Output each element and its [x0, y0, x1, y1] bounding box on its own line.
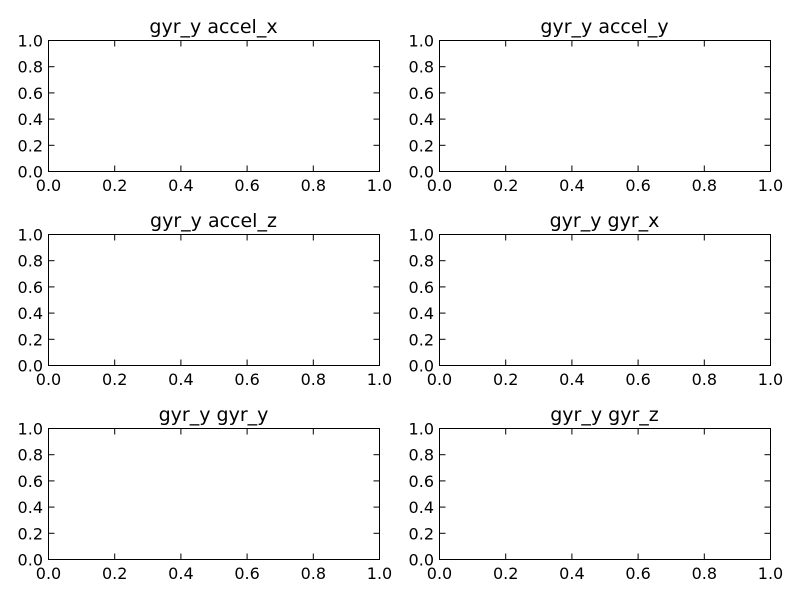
x-tick-label: 0.0: [36, 176, 61, 195]
subplot-title: gyr_y accel_x: [149, 16, 277, 38]
y-tick-label: 0.0: [18, 163, 43, 182]
y-tick-label: 0.6: [409, 472, 434, 491]
y-tick-label: 1.0: [18, 32, 43, 51]
subplot-3: gyr_y accel_z 0.0 0.2 0.4 0.6 0.8 1.0 0.0 0.2 0.4…: [18, 210, 393, 389]
subplot-4: gyr_y gyr_x 0.0 0.2 0.4 0.6 0.8 1.0 0.0 0.2 0.4 0.…: [409, 210, 784, 389]
x-tick-label: 0.0: [427, 564, 452, 583]
x-tick-label: 1.0: [367, 176, 392, 195]
x-tick-label: 0.6: [234, 176, 259, 195]
y-tick-label: 0.4: [18, 304, 43, 323]
y-tick-label: 0.8: [409, 252, 434, 271]
x-tick-label: 0.8: [301, 176, 326, 195]
x-tick-label: 1.0: [758, 176, 783, 195]
x-tick-label: 0.4: [559, 370, 584, 389]
x-tick-label: 0.6: [625, 370, 650, 389]
y-tick-label: 0.4: [18, 110, 43, 129]
axes-frame: [48, 40, 380, 172]
x-tick-label: 0.0: [427, 370, 452, 389]
x-tick-label: 0.4: [559, 564, 584, 583]
y-tick-label: 1.0: [409, 226, 434, 245]
x-tick-label: 0.8: [692, 176, 717, 195]
x-tick-label: 0.6: [234, 564, 259, 583]
axes-frame: [48, 428, 380, 560]
y-tick-label: 0.0: [18, 357, 43, 376]
x-tick-label: 0.2: [493, 564, 518, 583]
x-tick-label: 1.0: [367, 564, 392, 583]
x-tick-label: 0.6: [625, 176, 650, 195]
x-tick-label: 0.0: [36, 370, 61, 389]
y-tick-label: 0.4: [409, 498, 434, 517]
y-tick-label: 1.0: [409, 32, 434, 51]
y-tick-label: 0.2: [18, 524, 43, 543]
y-tick-label: 0.2: [18, 136, 43, 155]
x-tick-label: 0.6: [625, 564, 650, 583]
y-tick-label: 1.0: [18, 226, 43, 245]
y-tick-label: 0.8: [409, 58, 434, 77]
y-tick-label: 0.2: [409, 330, 434, 349]
x-tick-label: 0.2: [493, 370, 518, 389]
x-tick-label: 1.0: [367, 370, 392, 389]
axes-frame: [439, 428, 771, 560]
x-tick-label: 0.2: [102, 564, 127, 583]
y-tick-label: 0.4: [409, 304, 434, 323]
x-tick-label: 0.4: [559, 176, 584, 195]
x-tick-label: 1.0: [758, 564, 783, 583]
y-tick-label: 1.0: [18, 420, 43, 439]
subplot-2: gyr_y accel_y 0.0 0.2 0.4 0.6 0.8 1.0 0.0 0.2 0.4…: [409, 16, 784, 195]
y-tick-label: 1.0: [409, 420, 434, 439]
y-tick-label: 0.0: [18, 551, 43, 570]
subplot-title: gyr_y gyr_y: [159, 404, 269, 426]
y-tick-label: 0.6: [409, 84, 434, 103]
x-tick-label: 0.2: [102, 176, 127, 195]
y-tick-label: 0.0: [409, 357, 434, 376]
x-tick-label: 0.8: [692, 564, 717, 583]
y-tick-label: 0.2: [18, 330, 43, 349]
y-tick-label: 0.8: [409, 446, 434, 465]
y-tick-label: 0.0: [409, 551, 434, 570]
y-tick-label: 0.8: [18, 58, 43, 77]
y-tick-label: 0.2: [409, 524, 434, 543]
y-tick-label: 0.8: [18, 446, 43, 465]
x-tick-label: 0.2: [102, 370, 127, 389]
axes-frame: [48, 234, 380, 366]
x-tick-label: 0.4: [168, 176, 193, 195]
y-tick-label: 0.6: [18, 84, 43, 103]
y-tick-label: 0.0: [409, 163, 434, 182]
y-tick-label: 0.2: [409, 136, 434, 155]
y-tick-label: 0.4: [409, 110, 434, 129]
y-tick-label: 0.6: [18, 278, 43, 297]
x-tick-label: 0.4: [168, 564, 193, 583]
y-tick-label: 0.8: [18, 252, 43, 271]
subplot-5: gyr_y gyr_y 0.0 0.2 0.4 0.6 0.8 1.0 0.0 0.2 0.4 0.…: [18, 404, 393, 583]
y-tick-label: 0.6: [18, 472, 43, 491]
y-tick-label: 0.4: [18, 498, 43, 517]
subplot-title: gyr_y accel_z: [150, 210, 277, 232]
x-tick-label: 1.0: [758, 370, 783, 389]
x-tick-label: 0.0: [36, 564, 61, 583]
subplot-title: gyr_y gyr_x: [550, 210, 660, 232]
y-tick-label: 0.6: [409, 278, 434, 297]
x-tick-label: 0.0: [427, 176, 452, 195]
subplot-title: gyr_y accel_y: [540, 16, 668, 38]
x-tick-label: 0.8: [301, 564, 326, 583]
x-tick-label: 0.8: [692, 370, 717, 389]
x-tick-label: 0.4: [168, 370, 193, 389]
axes-frame: [439, 40, 771, 172]
axes-frame: [439, 234, 771, 366]
x-tick-label: 0.6: [234, 370, 259, 389]
subplot-1: gyr_y accel_x 0.0 0.2 0.4 0.6 0.8 1.0 0.0 0.2 0.4…: [18, 16, 393, 195]
x-tick-label: 0.2: [493, 176, 518, 195]
subplot-title: gyr_y gyr_z: [550, 404, 659, 426]
x-tick-label: 0.8: [301, 370, 326, 389]
subplot-6: gyr_y gyr_z 0.0 0.2 0.4 0.6 0.8 1.0 0.0 0.2 0.4 0.…: [409, 404, 784, 583]
